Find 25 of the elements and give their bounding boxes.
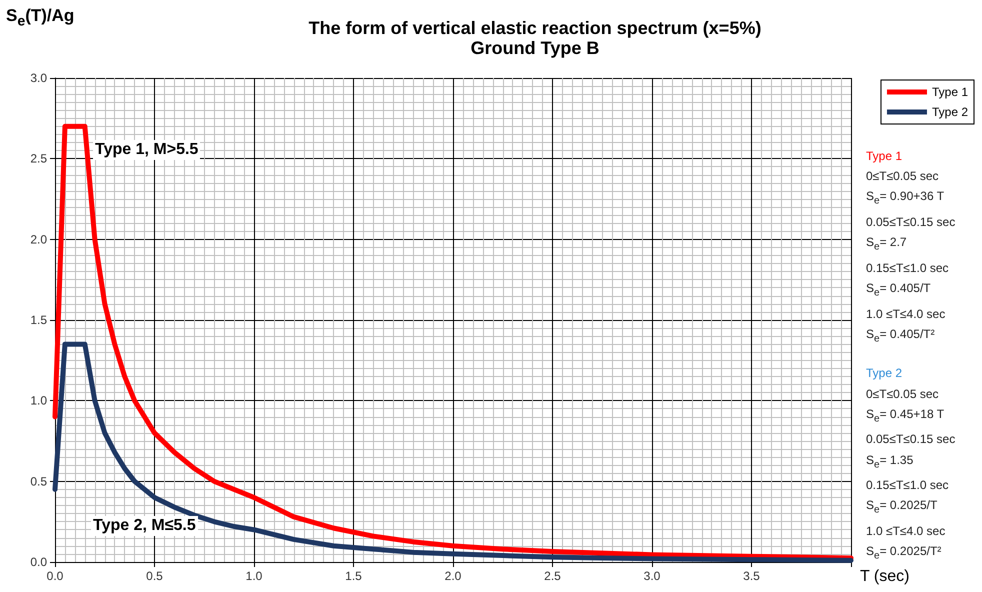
y-tick-label: 3.0 bbox=[30, 71, 48, 85]
y-tick-label: 2.5 bbox=[30, 152, 48, 166]
y-axis-title: S$_{e}$(T)/Ag bbox=[6, 6, 74, 30]
annotation: Type 2, M≤5.5 bbox=[91, 516, 198, 536]
y-tick-label: 2.0 bbox=[30, 232, 48, 246]
chart-subtitle: Ground Type B bbox=[470, 38, 600, 58]
x-tick-label: 3.0 bbox=[644, 569, 661, 583]
legend-label: Type 1 bbox=[932, 85, 968, 99]
y-tick-label: 0.5 bbox=[30, 474, 48, 488]
x-tick-label: 1.5 bbox=[345, 569, 362, 583]
y-tick-label: 0.0 bbox=[30, 555, 48, 569]
x-tick-label: 2.0 bbox=[444, 569, 462, 583]
x-axis-title: T (sec) bbox=[860, 568, 910, 586]
text: Type 1 0≤T≤0.05 sec S$_{e}$= 0.90+36 T 0.05≤T≤0.15 sec S$_{e}$= 2.7 0.15≤T≤1.0 sec S$_{e}$= 0.405/T 1.0 ≤T≤4.0 sec S$_{e}$= 0.405/T² bbox=[866, 149, 956, 344]
annotation: Type 1, M>5.5 bbox=[93, 140, 200, 160]
x-tick-label: 3.5 bbox=[743, 569, 760, 583]
y-tick-label: 1.0 bbox=[30, 394, 48, 408]
x-tick-label: 0.5 bbox=[146, 569, 164, 583]
x-tick-label: 1.0 bbox=[246, 569, 263, 583]
legend-label: Type 2 bbox=[932, 105, 968, 119]
y-tick-label: 1.5 bbox=[30, 313, 48, 327]
x-tick-label: 2.5 bbox=[544, 569, 562, 583]
x-tick-label: 0.0 bbox=[46, 569, 64, 583]
text: Type 2 0≤T≤0.05 sec S$_{e}$= 0.45+18 T 0.05≤T≤0.15 sec S$_{e}$= 1.35 0.15≤T≤1.0 sec S$_{e}$= 0.2025/T 1.0 ≤T≤4.0 sec S$_{e}$= 0.2025/T² bbox=[866, 366, 956, 562]
chart-title: The form of vertical elastic reaction spectrum (x=5%) bbox=[308, 18, 762, 38]
